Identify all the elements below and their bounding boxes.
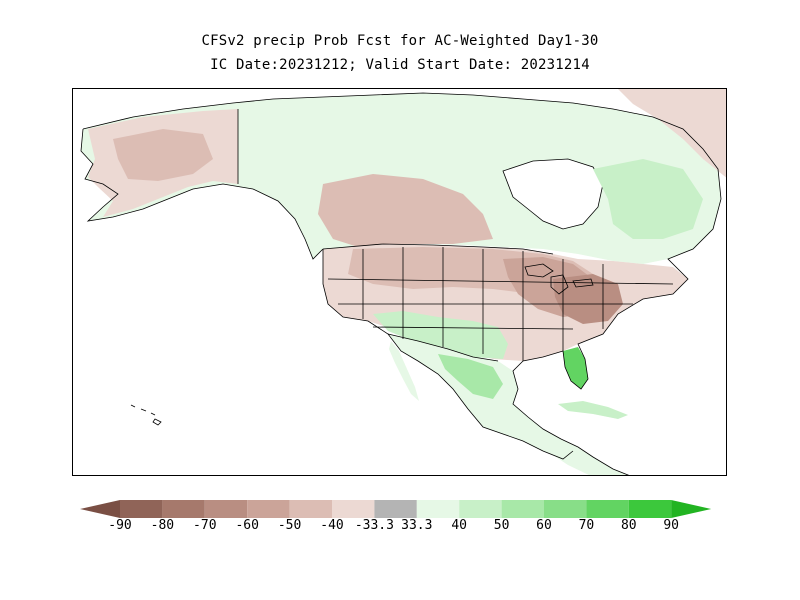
colorbar-swatch bbox=[120, 500, 163, 518]
hawaii-islands bbox=[130, 404, 162, 426]
colorbar-tick-label: -60 bbox=[235, 518, 259, 533]
colorbar-swatch bbox=[162, 500, 205, 518]
colorbar-tick-label: 40 bbox=[451, 518, 468, 533]
region-central-america bbox=[553, 439, 628, 475]
colorbar-swatch bbox=[289, 500, 332, 518]
region-southwest-wet bbox=[373, 311, 508, 359]
colorbar-tick-label: -80 bbox=[150, 518, 175, 533]
colorbar-arrow-right bbox=[671, 500, 712, 518]
colorbar-tick-label: 70 bbox=[578, 518, 595, 533]
colorbar-tick-label: -33.3 bbox=[354, 518, 394, 533]
colorbar-swatch bbox=[628, 500, 672, 518]
colorbar-swatch bbox=[586, 500, 629, 518]
colorbar-tick-label: 60 bbox=[536, 518, 552, 533]
colorbar-tick-label: 90 bbox=[663, 518, 680, 533]
region-mexico-wet-core bbox=[438, 354, 503, 399]
colorbar-swatch bbox=[501, 500, 544, 518]
political-boundaries bbox=[80, 92, 722, 475]
chart-subtitle: IC Date:20231212; Valid Start Date: 2023… bbox=[210, 57, 590, 73]
map-panel bbox=[72, 88, 727, 476]
colorbar-tick-label: 33.3 bbox=[401, 518, 433, 533]
colorbar-tick-label: 50 bbox=[493, 518, 510, 533]
region-florida-wet bbox=[563, 347, 588, 389]
colorbar-tick-label: -70 bbox=[193, 518, 217, 533]
colorbar-swatch bbox=[459, 500, 502, 518]
hudson-bay bbox=[502, 158, 604, 230]
region-ohio-valley-dry bbox=[553, 274, 623, 324]
cuba bbox=[558, 401, 628, 419]
colorbar-swatch bbox=[204, 500, 248, 518]
chart-title: CFSv2 precip Prob Fcst for AC-Weighted D… bbox=[201, 33, 599, 49]
north-america-map bbox=[80, 89, 726, 475]
colorbar-tick-label: -40 bbox=[320, 518, 344, 533]
colorbar-tick-label: 80 bbox=[620, 518, 637, 533]
colorbar-tick-label: -50 bbox=[277, 518, 302, 533]
colorbar-tick-label: -90 bbox=[108, 518, 132, 533]
colorbar-swatch bbox=[544, 500, 587, 518]
colorbar-swatch bbox=[332, 500, 375, 518]
region-mexico bbox=[388, 334, 573, 459]
colorbar-swatch bbox=[374, 500, 417, 518]
colorbar-swatch bbox=[247, 500, 290, 518]
region-greenland-edge bbox=[618, 89, 726, 178]
region-alaska-dry-core bbox=[113, 129, 213, 181]
region-prairies-dry bbox=[318, 174, 493, 247]
baja-california bbox=[389, 341, 419, 401]
colorbar bbox=[80, 500, 712, 518]
region-quebec-wet bbox=[593, 159, 703, 239]
colorbar-swatch bbox=[416, 500, 460, 518]
colorbar-arrow-left bbox=[80, 500, 120, 518]
